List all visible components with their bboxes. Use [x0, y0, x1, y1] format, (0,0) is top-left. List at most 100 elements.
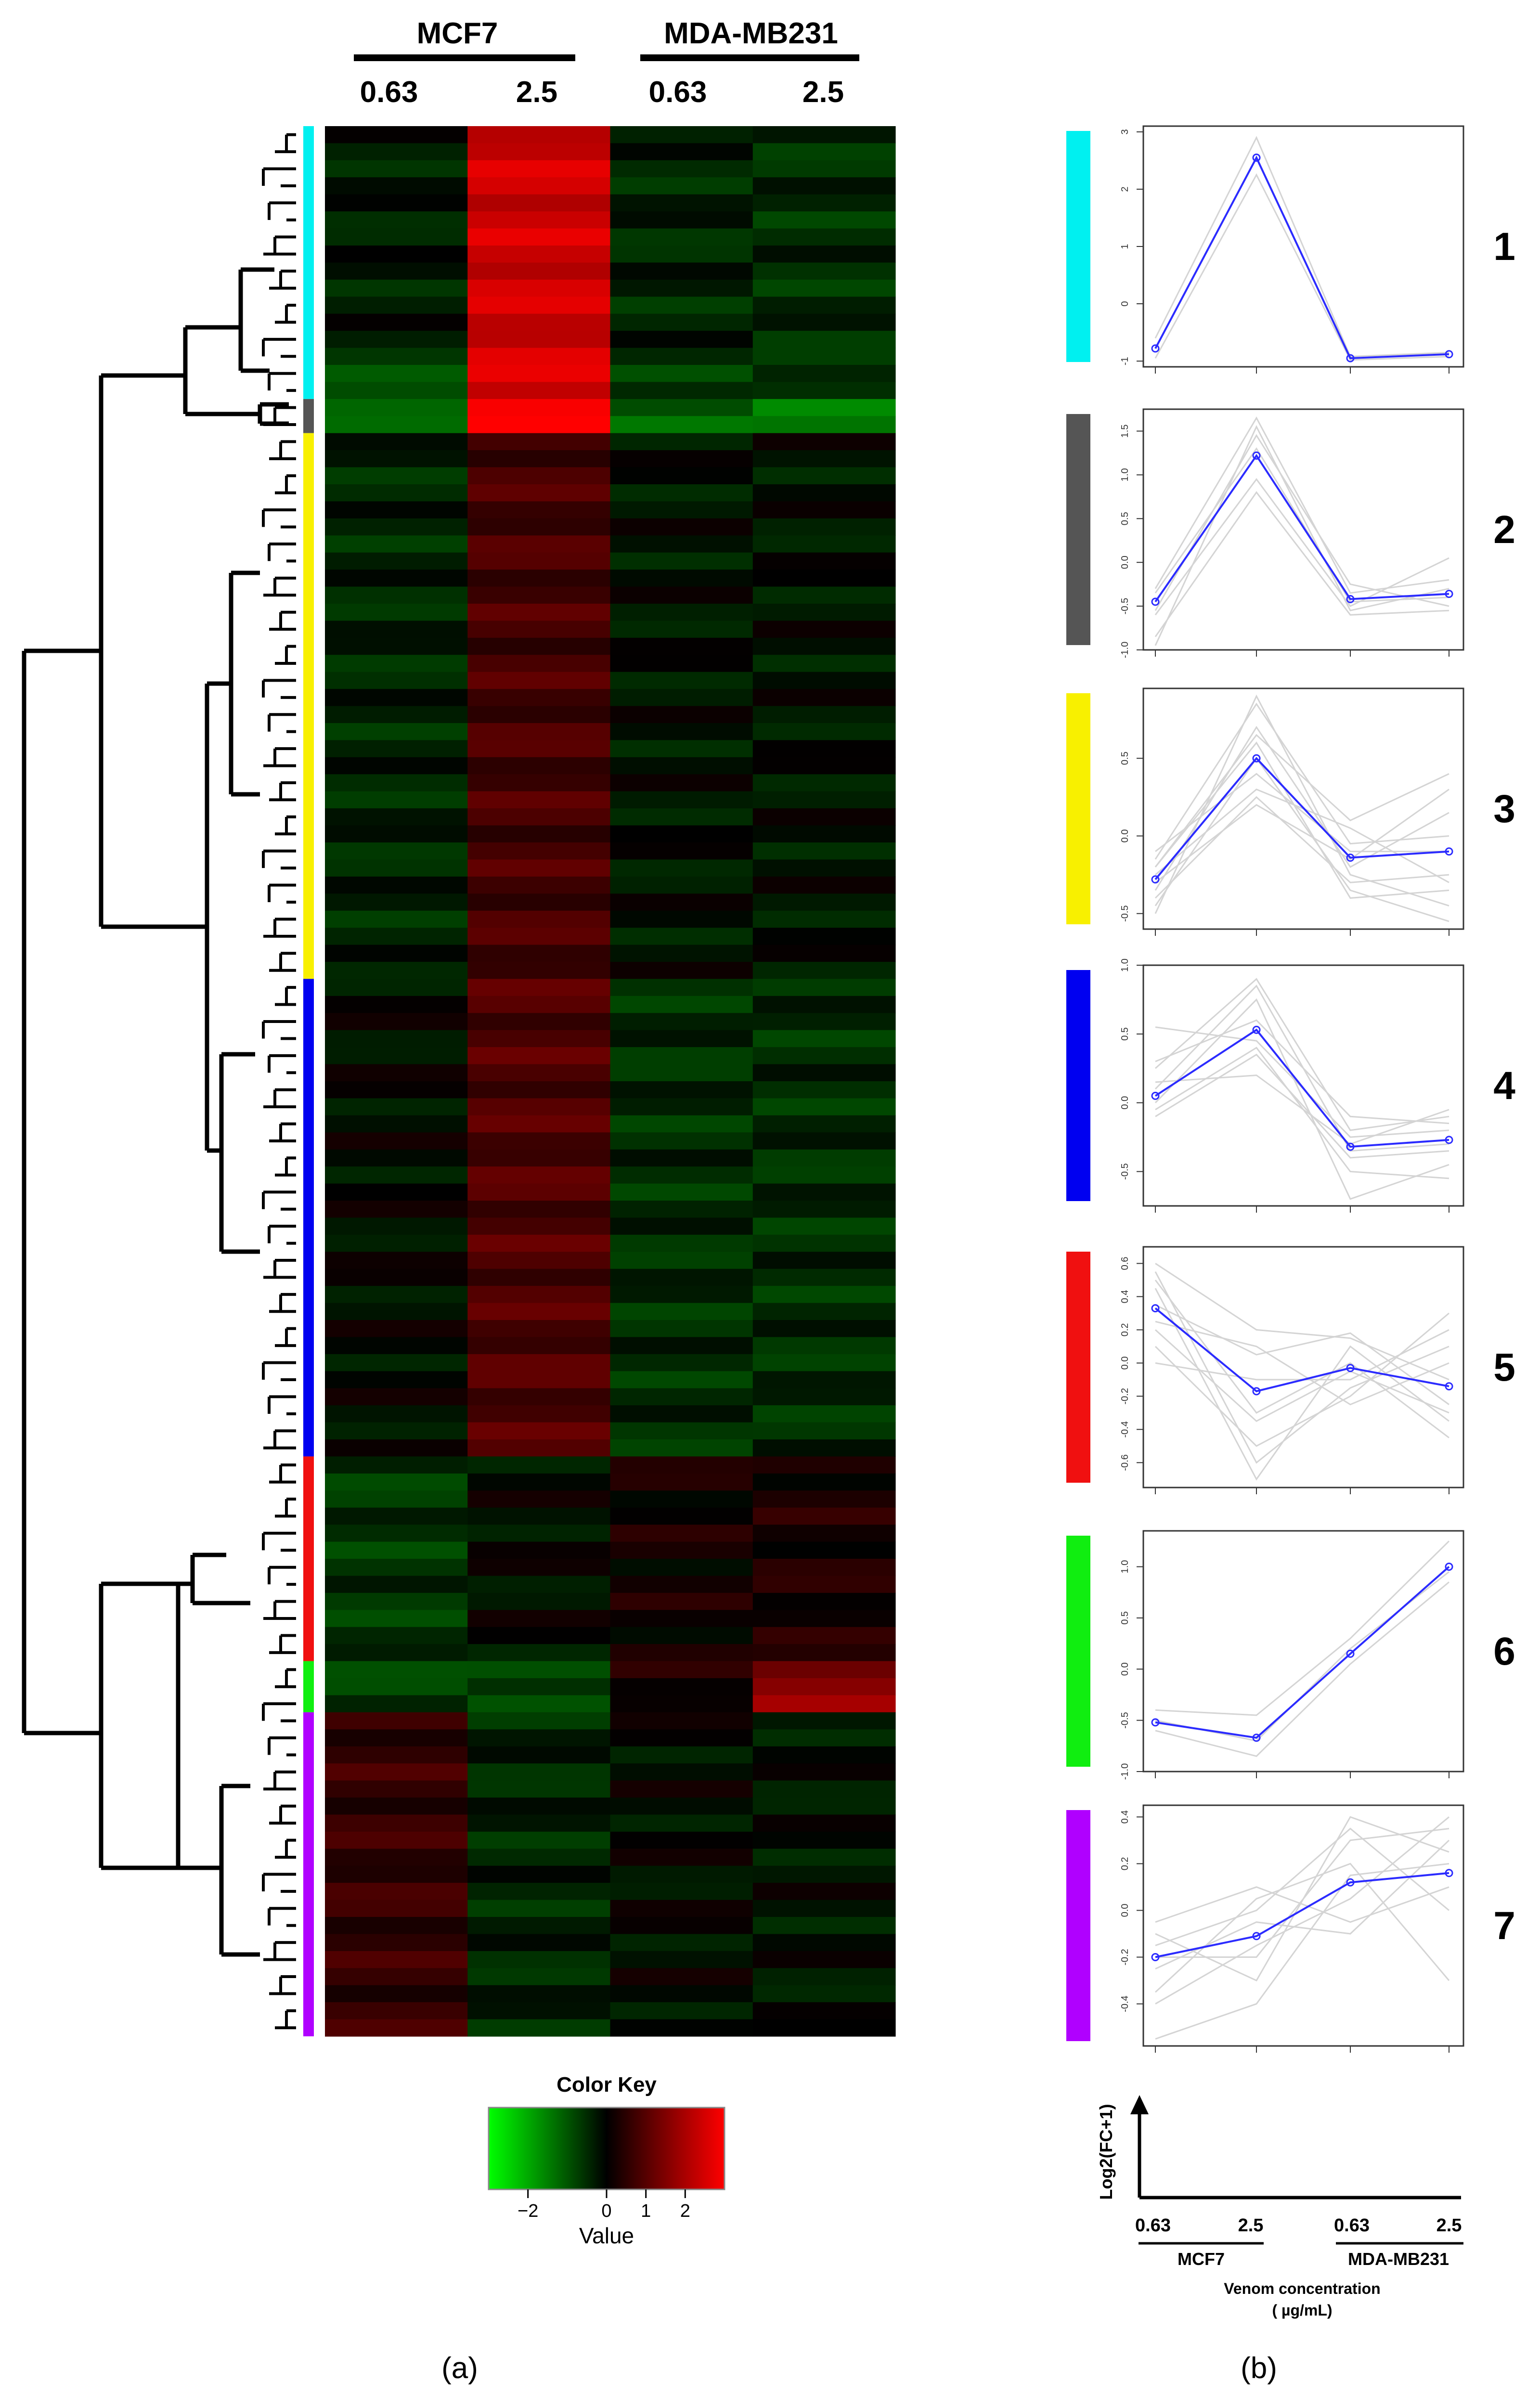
cluster-sidebar-segment-4 [303, 979, 314, 1457]
heatmap-cell [610, 1320, 753, 1338]
mean-point [1445, 590, 1453, 598]
heatmap-cell [610, 279, 753, 297]
axis-legend: Log2(FC+1) 0.63 2.5 0.63 2.5 MCF7 MDA-MB… [1096, 2095, 1463, 2319]
heatmap-cell [610, 740, 753, 758]
mean-line [1154, 453, 1449, 603]
heatmap-cell [610, 1354, 753, 1372]
mean-point [1252, 1734, 1261, 1742]
profile-line [1154, 796, 1449, 899]
heatmap-cell [325, 2002, 468, 2020]
heatmap-cell [752, 842, 896, 860]
heatmap-cell [325, 910, 468, 928]
heatmap-cell [467, 331, 611, 349]
heatmap-cell [752, 1371, 896, 1389]
heatmap-cell [467, 1525, 611, 1542]
heatmap-cell [325, 1849, 468, 1866]
heatmap-cell [610, 1303, 753, 1320]
heatmap-cell [752, 450, 896, 468]
heatmap-cell [752, 1047, 896, 1065]
axis-legend-tick-2: 2.5 [1238, 2215, 1264, 2236]
heatmap-cell [610, 1337, 753, 1355]
heatmap-cell [752, 1217, 896, 1235]
heatmap-cell [610, 604, 753, 621]
heatmap-cell [467, 1286, 611, 1304]
heatmap-cell [467, 262, 611, 280]
heatmap-cell [752, 876, 896, 894]
axis-legend-group-mcf7: MCF7 [1178, 2249, 1225, 2269]
heatmap-cell [610, 2002, 753, 2020]
mean-point [1346, 354, 1355, 362]
heatmap-cell [610, 382, 753, 400]
heatmap-cell [325, 1422, 468, 1440]
heatmap-cell [610, 1814, 753, 1832]
heatmap-cell [752, 1252, 896, 1269]
heatmap-cell [325, 1559, 468, 1577]
heatmap-cell [610, 1405, 753, 1423]
heatmap-cell [752, 1149, 896, 1167]
heatmap-cell [752, 1729, 896, 1747]
heatmap-cells [325, 126, 896, 2037]
heatmap-cell [325, 706, 468, 724]
heatmap-cell [467, 1712, 611, 1730]
heatmap-cell [610, 1422, 753, 1440]
y-tick-label: 0.5 [1120, 512, 1130, 525]
heatmap-cell [610, 313, 753, 331]
cluster-color-bar-4 [1066, 970, 1090, 1201]
heatmap-cell [325, 604, 468, 621]
heatmap-cell [325, 1934, 468, 1952]
heatmap-cell [467, 1934, 611, 1952]
profile-line [1154, 1329, 1449, 1422]
heatmap-cell [325, 1064, 468, 1082]
heatmap-cell [325, 1865, 468, 1883]
heatmap-cell [610, 945, 753, 962]
heatmap-cell [752, 1490, 896, 1508]
heatmap-cell [467, 1900, 611, 1917]
heatmap-cell [467, 365, 611, 383]
heatmap-cell [752, 433, 896, 451]
group-label-mcf7: MCF7 [417, 17, 498, 50]
heatmap-cell [467, 689, 611, 707]
y-tick-label: 0.2 [1120, 1323, 1130, 1336]
heatmap-cell [752, 1268, 896, 1286]
heatmap-cell [325, 518, 468, 536]
heatmap-cell [467, 1951, 611, 1968]
heatmap-cell [467, 1729, 611, 1747]
profile-line [1155, 1886, 1449, 1923]
heatmap-cell [325, 194, 468, 212]
heatmap-cell [752, 979, 896, 996]
heatmap-cell [752, 791, 896, 809]
heatmap-cell [325, 586, 468, 604]
heatmap-cell [467, 484, 611, 502]
heatmap-cell [325, 1814, 468, 1832]
heatmap-cell [325, 1968, 468, 1986]
heatmap-cell [325, 774, 468, 792]
heatmap-cell [752, 706, 896, 724]
cluster-plot-frame [1142, 964, 1464, 1207]
heatmap-cell [752, 1098, 896, 1116]
heatmap-cell [610, 1388, 753, 1406]
heatmap-cell [752, 1746, 896, 1764]
heatmap-cell [752, 1780, 896, 1798]
heatmap-cell [752, 1883, 896, 1901]
cluster-sidebar-segment-1 [303, 126, 314, 399]
heatmap-cell [610, 228, 753, 246]
axis-legend-ylabel: Log2(FC+1) [1096, 2104, 1116, 2200]
heatmap-cell [752, 1644, 896, 1662]
heatmap-cell [467, 842, 611, 860]
heatmap-cell [752, 1798, 896, 1815]
heatmap-cell [325, 979, 468, 996]
heatmap-cell [752, 313, 896, 331]
heatmap-cell [752, 1525, 896, 1542]
heatmap-cell [467, 279, 611, 297]
mean-line [1154, 155, 1449, 360]
profile-line [1154, 725, 1449, 891]
profile-line [1154, 1288, 1449, 1481]
heatmap-cell [610, 672, 753, 689]
y-tick-label: 2 [1120, 186, 1130, 192]
heatmap-cell [325, 1371, 468, 1389]
heatmap-cell [325, 1900, 468, 1917]
cluster-plot-frame [1142, 408, 1464, 651]
heatmap-cell [467, 621, 611, 638]
profile-line [1155, 1263, 1449, 1381]
